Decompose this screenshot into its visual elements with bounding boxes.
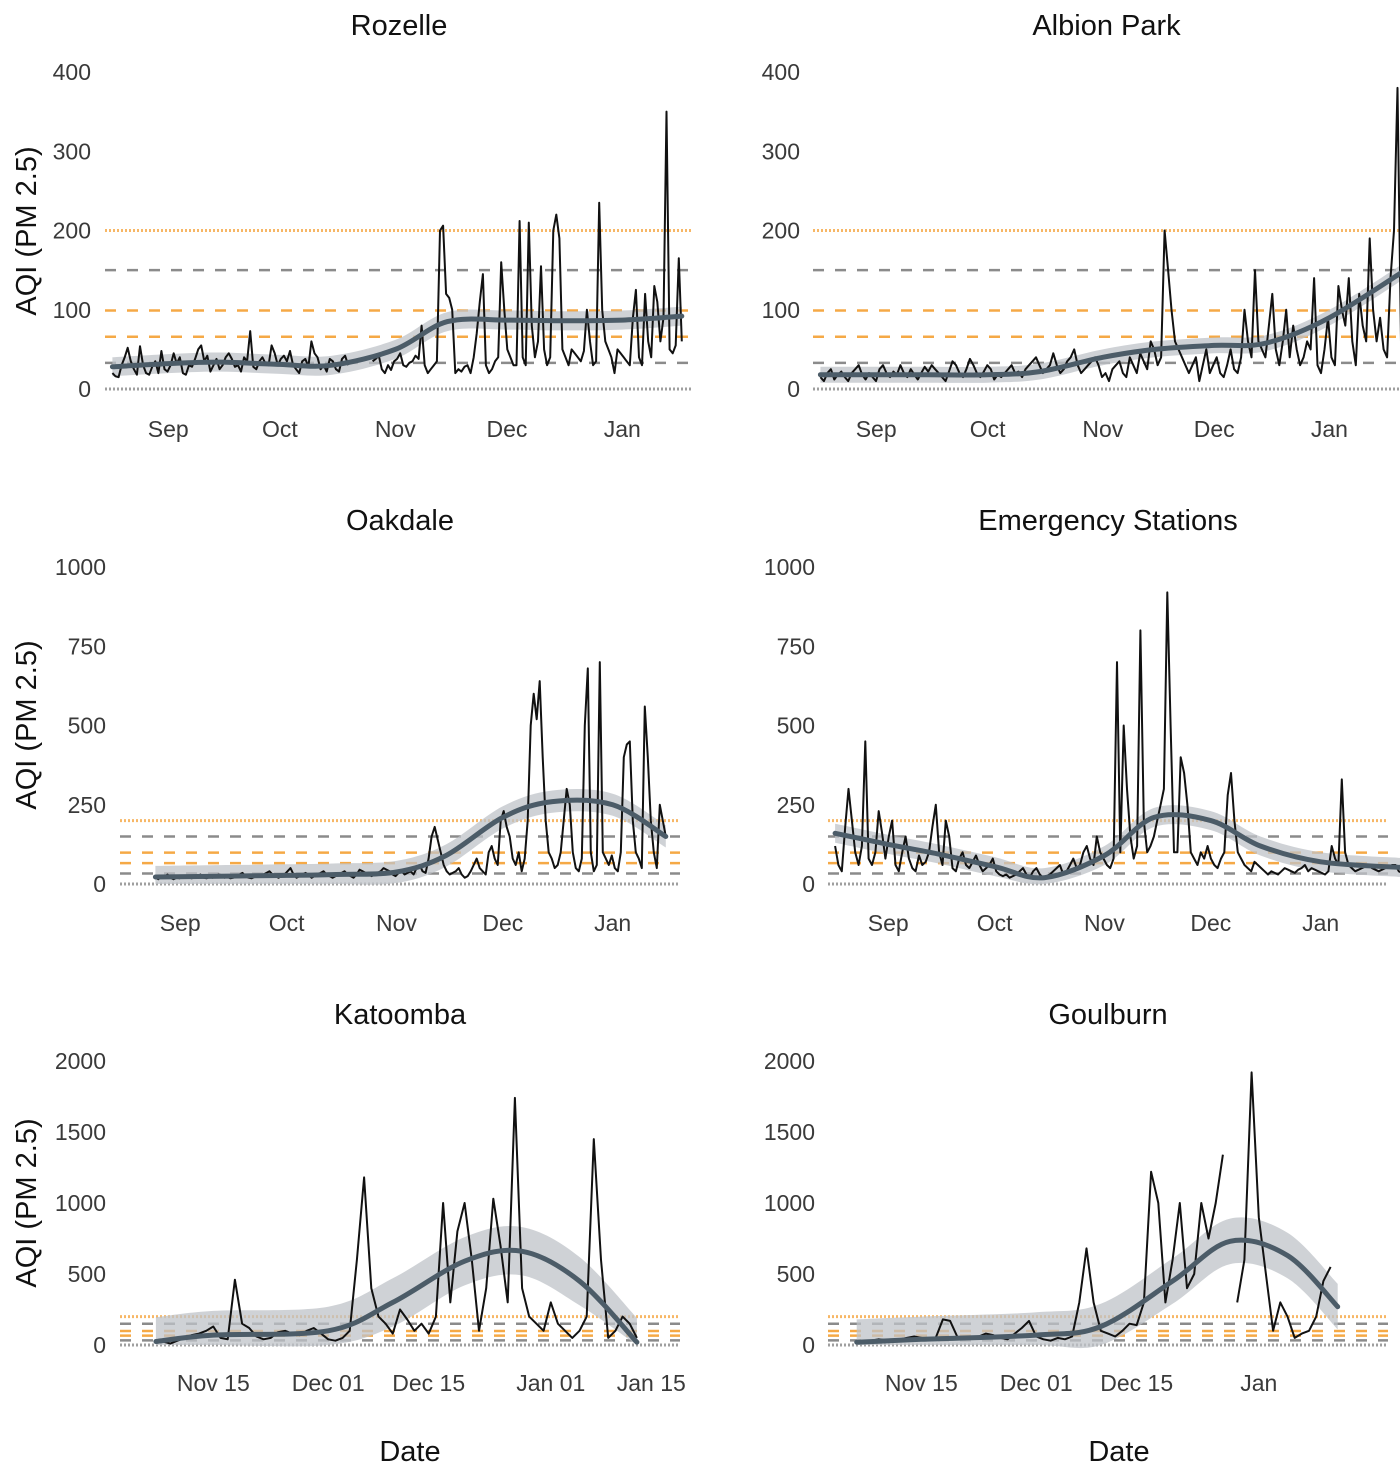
chart-panel: Albion Park 0 100 200 300 400 Sep Oct Nov Dec Jan	[762, 10, 1400, 442]
trend-line	[854, 1237, 1341, 1345]
chart-panel: Oakdale 0 250 500 750 1000 Sep Oct Nov Dec Jan	[55, 505, 680, 936]
x-tick-label: Oct	[262, 416, 298, 442]
chart-panel: Emergency Stations 0 250 500 750 1000 Sep Oct No…	[764, 505, 1400, 936]
x-tick-label: Dec 15	[1100, 1370, 1173, 1396]
y-tick-label: 300	[762, 138, 800, 164]
confidence-band	[155, 1226, 637, 1347]
panel-title: Oakdale	[346, 505, 454, 537]
y-tick-label: 1500	[55, 1119, 106, 1145]
trend-line	[153, 1247, 640, 1345]
x-tick-label: Sep	[148, 416, 189, 442]
y-tick-label: 250	[68, 792, 106, 818]
trend-line	[832, 812, 1400, 881]
panel-title: Katoomba	[334, 999, 467, 1031]
confidence-band	[155, 789, 666, 885]
chart-panel: Katoomba 0 500 1000 1500 2000 Nov 15 Dec 01 Dec …	[55, 999, 686, 1396]
y-tick-label: 750	[777, 633, 815, 659]
x-tick-label: Jan	[594, 910, 631, 936]
x-tick-label: Dec 01	[292, 1370, 365, 1396]
y-tick-label: 500	[777, 713, 815, 739]
y-axis-label-row-3: AQI (PM 2.5)	[11, 1118, 43, 1287]
x-tick-label: Nov	[375, 416, 416, 442]
x-tick-label: Dec	[482, 910, 523, 936]
daily-series-line	[856, 1071, 1332, 1344]
x-tick-label: Jan 01	[516, 1370, 585, 1396]
x-tick-label: Jan	[1240, 1370, 1277, 1396]
x-tick-label: Nov	[1082, 416, 1123, 442]
x-tick-label: Jan 15	[617, 1370, 686, 1396]
y-tick-label: 200	[762, 218, 800, 244]
y-tick-label: 0	[802, 1332, 815, 1358]
y-axis-label-row-2: AQI (PM 2.5)	[11, 640, 43, 809]
y-tick-label: 100	[762, 297, 800, 323]
trend-line	[817, 270, 1400, 378]
x-tick-label: Dec 15	[392, 1370, 465, 1396]
y-tick-label: 2000	[55, 1048, 106, 1074]
panel-title: Emergency Stations	[978, 505, 1238, 537]
daily-series-line	[155, 1096, 638, 1345]
daily-series-line	[111, 110, 683, 379]
y-tick-label: 400	[53, 59, 91, 85]
chart-panel: Goulburn 0 500 1000 1500 2000 Nov 15 Dec 01 Dec …	[764, 999, 1388, 1396]
x-tick-label: Oct	[269, 910, 305, 936]
y-tick-label: 1500	[764, 1119, 815, 1145]
y-tick-label: 2000	[764, 1048, 815, 1074]
x-tick-label: Sep	[160, 910, 201, 936]
x-tick-label: Nov	[1084, 910, 1125, 936]
y-tick-label: 0	[78, 376, 91, 402]
y-axis-label-row-1: AQI (PM 2.5)	[11, 146, 43, 315]
trend-line	[109, 313, 685, 370]
panel-title: Albion Park	[1032, 10, 1181, 42]
x-tick-label: Oct	[970, 416, 1006, 442]
x-tick-label: Nov 15	[177, 1370, 250, 1396]
x-tick-label: Dec	[1190, 910, 1231, 936]
confidence-band	[856, 1217, 1338, 1349]
x-tick-label: Dec 01	[1000, 1370, 1073, 1396]
x-tick-label: Dec	[1194, 416, 1235, 442]
y-tick-label: 750	[68, 633, 106, 659]
y-tick-label: 0	[802, 871, 815, 897]
trend-line	[152, 797, 669, 880]
y-tick-label: 300	[53, 138, 91, 164]
y-tick-label: 1000	[55, 1190, 106, 1216]
y-tick-label: 1000	[764, 554, 815, 580]
x-tick-label: Nov 15	[885, 1370, 958, 1396]
x-axis-label-right: Date	[1088, 1436, 1149, 1468]
x-tick-label: Jan	[604, 416, 641, 442]
y-tick-label: 0	[93, 871, 106, 897]
daily-series-line	[834, 591, 1400, 879]
daily-series-line	[154, 661, 667, 881]
y-tick-label: 500	[68, 713, 106, 739]
y-tick-label: 1000	[764, 1190, 815, 1216]
chart-panel: Rozelle 0 100 200 300 400 Sep Oct Nov Dec Jan	[53, 10, 693, 442]
panel-title: Goulburn	[1048, 999, 1167, 1031]
x-tick-label: Dec	[486, 416, 527, 442]
y-tick-label: 400	[762, 59, 800, 85]
panel-title: Rozelle	[351, 10, 448, 42]
x-tick-label: Jan	[1302, 910, 1339, 936]
x-tick-label: Sep	[856, 416, 897, 442]
y-tick-label: 500	[68, 1261, 106, 1287]
y-tick-label: 250	[777, 792, 815, 818]
x-axis-label-left: Date	[379, 1436, 440, 1468]
y-tick-label: 100	[53, 297, 91, 323]
y-tick-label: 200	[53, 218, 91, 244]
y-tick-label: 500	[777, 1261, 815, 1287]
y-tick-label: 1000	[55, 554, 106, 580]
x-tick-label: Jan	[1311, 416, 1348, 442]
x-tick-label: Nov	[376, 910, 417, 936]
y-tick-label: 0	[93, 1332, 106, 1358]
y-tick-label: 0	[787, 376, 800, 402]
x-tick-label: Oct	[977, 910, 1013, 936]
x-tick-label: Sep	[868, 910, 909, 936]
